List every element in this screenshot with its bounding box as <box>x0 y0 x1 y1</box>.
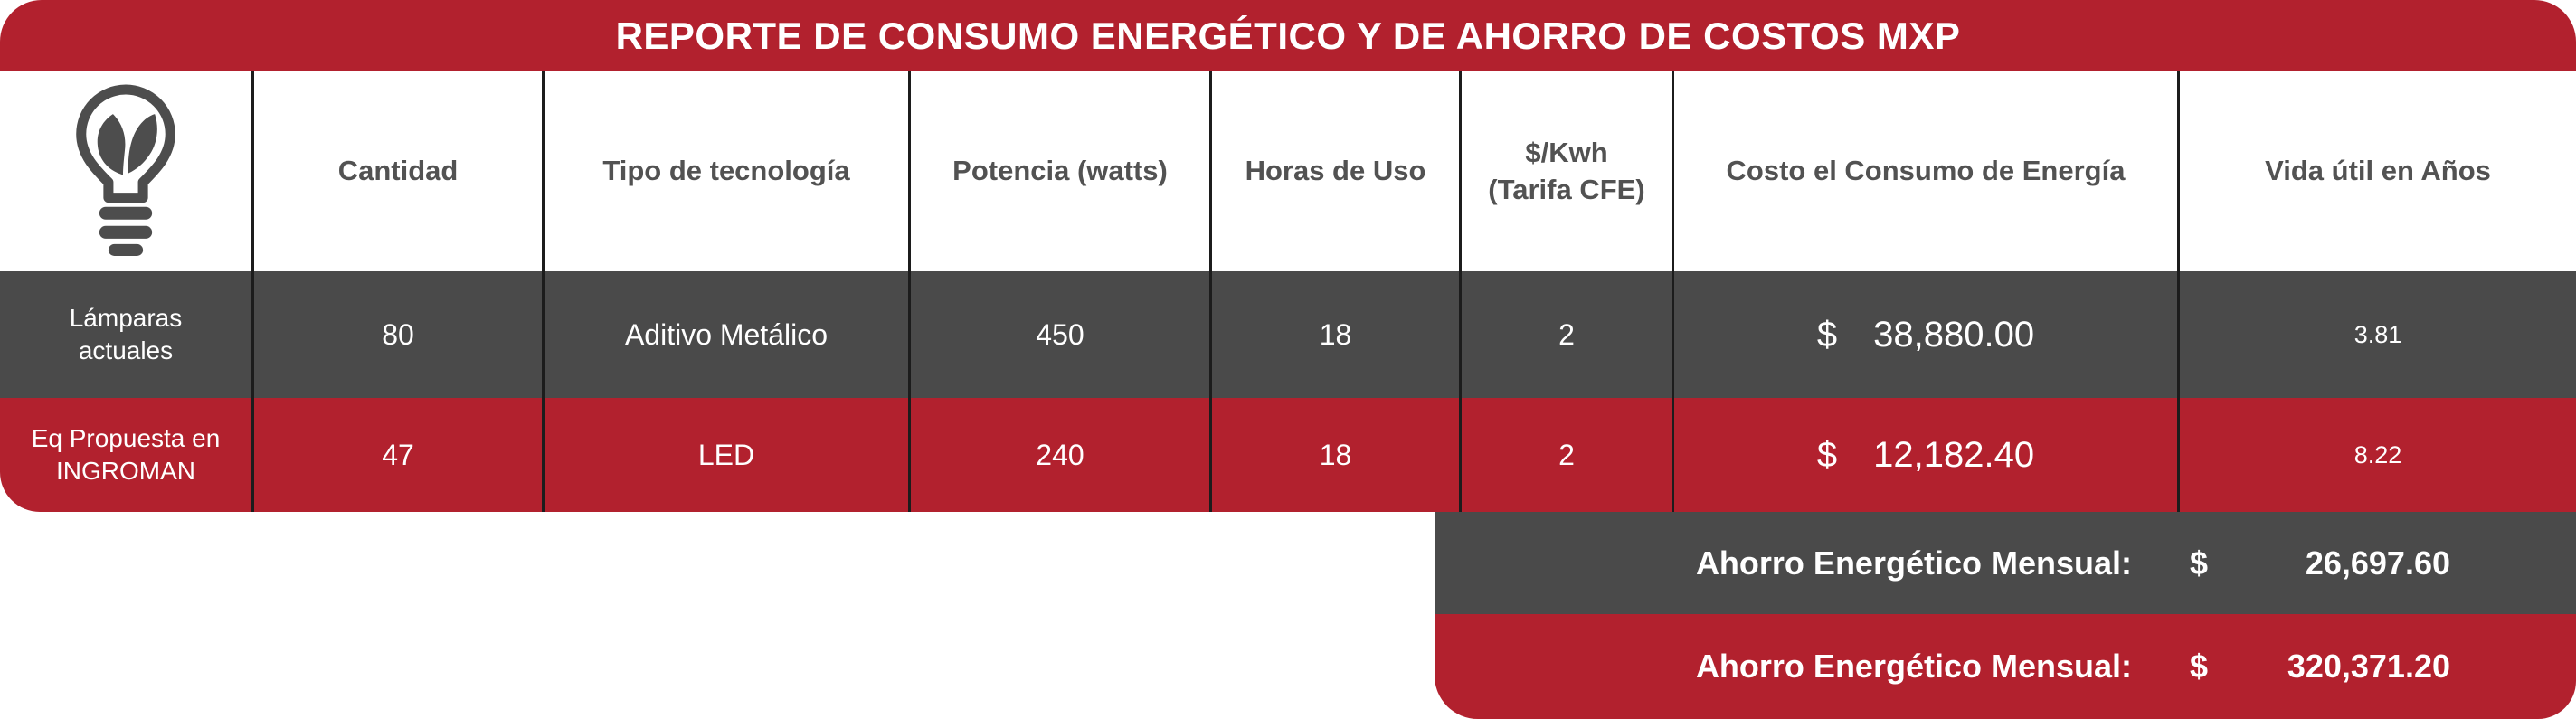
header-tipo-tecnologia: Tipo de tecnología <box>542 71 908 271</box>
summary-value: 320,371.20 <box>2287 648 2450 685</box>
row-actuales-costo: $ 38,880.00 <box>1672 271 2177 398</box>
row-propuesta-vida: 8.22 <box>2177 398 2576 512</box>
currency-symbol: $ <box>1816 434 1838 475</box>
row-propuesta-horas: 18 <box>1209 398 1459 512</box>
header-horas-uso: Horas de Uso <box>1209 71 1459 271</box>
currency-symbol: $ <box>1816 314 1838 355</box>
costo-value: 38,880.00 <box>1873 314 2035 355</box>
row-actuales-vida: 3.81 <box>2177 271 2576 398</box>
savings-summary: Ahorro Energético Mensual: $ 26,697.60 A… <box>1435 512 2576 719</box>
header-costo-consumo: Costo el Consumo de Energía <box>1672 71 2177 271</box>
summary-value: 26,697.60 <box>2305 544 2450 582</box>
row-propuesta-tecnologia: LED <box>542 398 908 512</box>
row-propuesta-potencia: 240 <box>908 398 1209 512</box>
currency-symbol: $ <box>2190 544 2209 582</box>
row-actuales-label: Lámparas actuales <box>0 271 251 398</box>
row-actuales-tecnologia: Aditivo Metálico <box>542 271 908 398</box>
report-title: REPORTE DE CONSUMO ENERGÉTICO Y DE AHORR… <box>615 14 1961 57</box>
summary-label: Ahorro Energético Mensual: <box>1695 648 2132 685</box>
report-table: Cantidad Tipo de tecnología Potencia (wa… <box>0 71 2576 512</box>
row-actuales-tarifa: 2 <box>1459 271 1672 398</box>
row-actuales-horas: 18 <box>1209 271 1459 398</box>
header-icon-cell <box>0 71 251 271</box>
summary-row-monthly: Ahorro Energético Mensual: $ 26,697.60 <box>1435 512 2576 614</box>
header-potencia: Potencia (watts) <box>908 71 1209 271</box>
currency-symbol: $ <box>2190 648 2209 685</box>
eco-bulb-icon <box>0 71 251 271</box>
header-tarifa-kwh: $/Kwh (Tarifa CFE) <box>1459 71 1672 271</box>
row-propuesta-tarifa: 2 <box>1459 398 1672 512</box>
costo-value: 12,182.40 <box>1873 434 2035 475</box>
row-propuesta-cantidad: 47 <box>251 398 542 512</box>
row-actuales-potencia: 450 <box>908 271 1209 398</box>
row-actuales-cantidad: 80 <box>251 271 542 398</box>
header-cantidad: Cantidad <box>251 71 542 271</box>
row-propuesta-label: Eq Propuesta en INGROMAN <box>0 398 251 512</box>
header-vida-util: Vida útil en Años <box>2177 71 2576 271</box>
row-propuesta-costo: $ 12,182.40 <box>1672 398 2177 512</box>
report-title-bar: REPORTE DE CONSUMO ENERGÉTICO Y DE AHORR… <box>0 0 2576 71</box>
summary-row-annual: Ahorro Energético Mensual: $ 320,371.20 <box>1435 614 2576 719</box>
summary-label: Ahorro Energético Mensual: <box>1695 544 2132 582</box>
